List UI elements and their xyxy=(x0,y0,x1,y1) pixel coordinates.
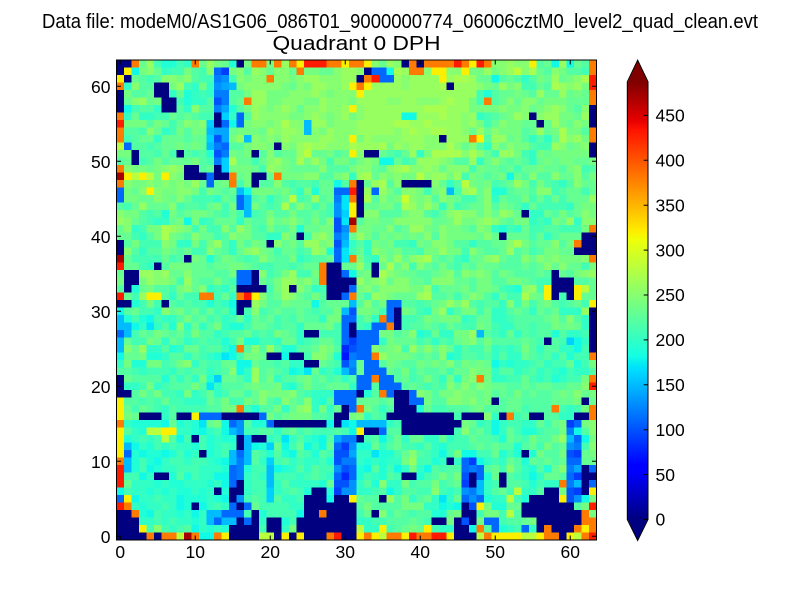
svg-text:50: 50 xyxy=(656,465,676,485)
svg-text:150: 150 xyxy=(656,375,685,395)
svg-text:10: 10 xyxy=(186,542,206,562)
svg-text:450: 450 xyxy=(656,106,685,126)
svg-text:300: 300 xyxy=(656,240,685,260)
svg-text:400: 400 xyxy=(656,151,685,171)
svg-text:0: 0 xyxy=(101,527,111,547)
svg-text:250: 250 xyxy=(656,285,685,305)
svg-text:0: 0 xyxy=(115,542,125,562)
svg-text:350: 350 xyxy=(656,195,685,215)
svg-text:20: 20 xyxy=(261,542,281,562)
svg-text:0: 0 xyxy=(656,510,666,530)
svg-text:Data file: modeM0/AS1G06_086T0: Data file: modeM0/AS1G06_086T01_90000007… xyxy=(42,11,758,33)
svg-text:60: 60 xyxy=(561,542,581,562)
svg-text:Quadrant 0 DPH: Quadrant 0 DPH xyxy=(273,33,441,55)
svg-text:40: 40 xyxy=(411,542,431,562)
svg-text:50: 50 xyxy=(91,152,111,172)
svg-text:50: 50 xyxy=(486,542,506,562)
svg-text:40: 40 xyxy=(91,227,111,247)
svg-text:10: 10 xyxy=(91,452,111,472)
svg-text:20: 20 xyxy=(91,377,111,397)
svg-text:100: 100 xyxy=(656,420,685,440)
svg-text:60: 60 xyxy=(91,77,111,97)
svg-text:200: 200 xyxy=(656,330,685,350)
svg-text:30: 30 xyxy=(336,542,356,562)
svg-text:30: 30 xyxy=(91,302,111,322)
